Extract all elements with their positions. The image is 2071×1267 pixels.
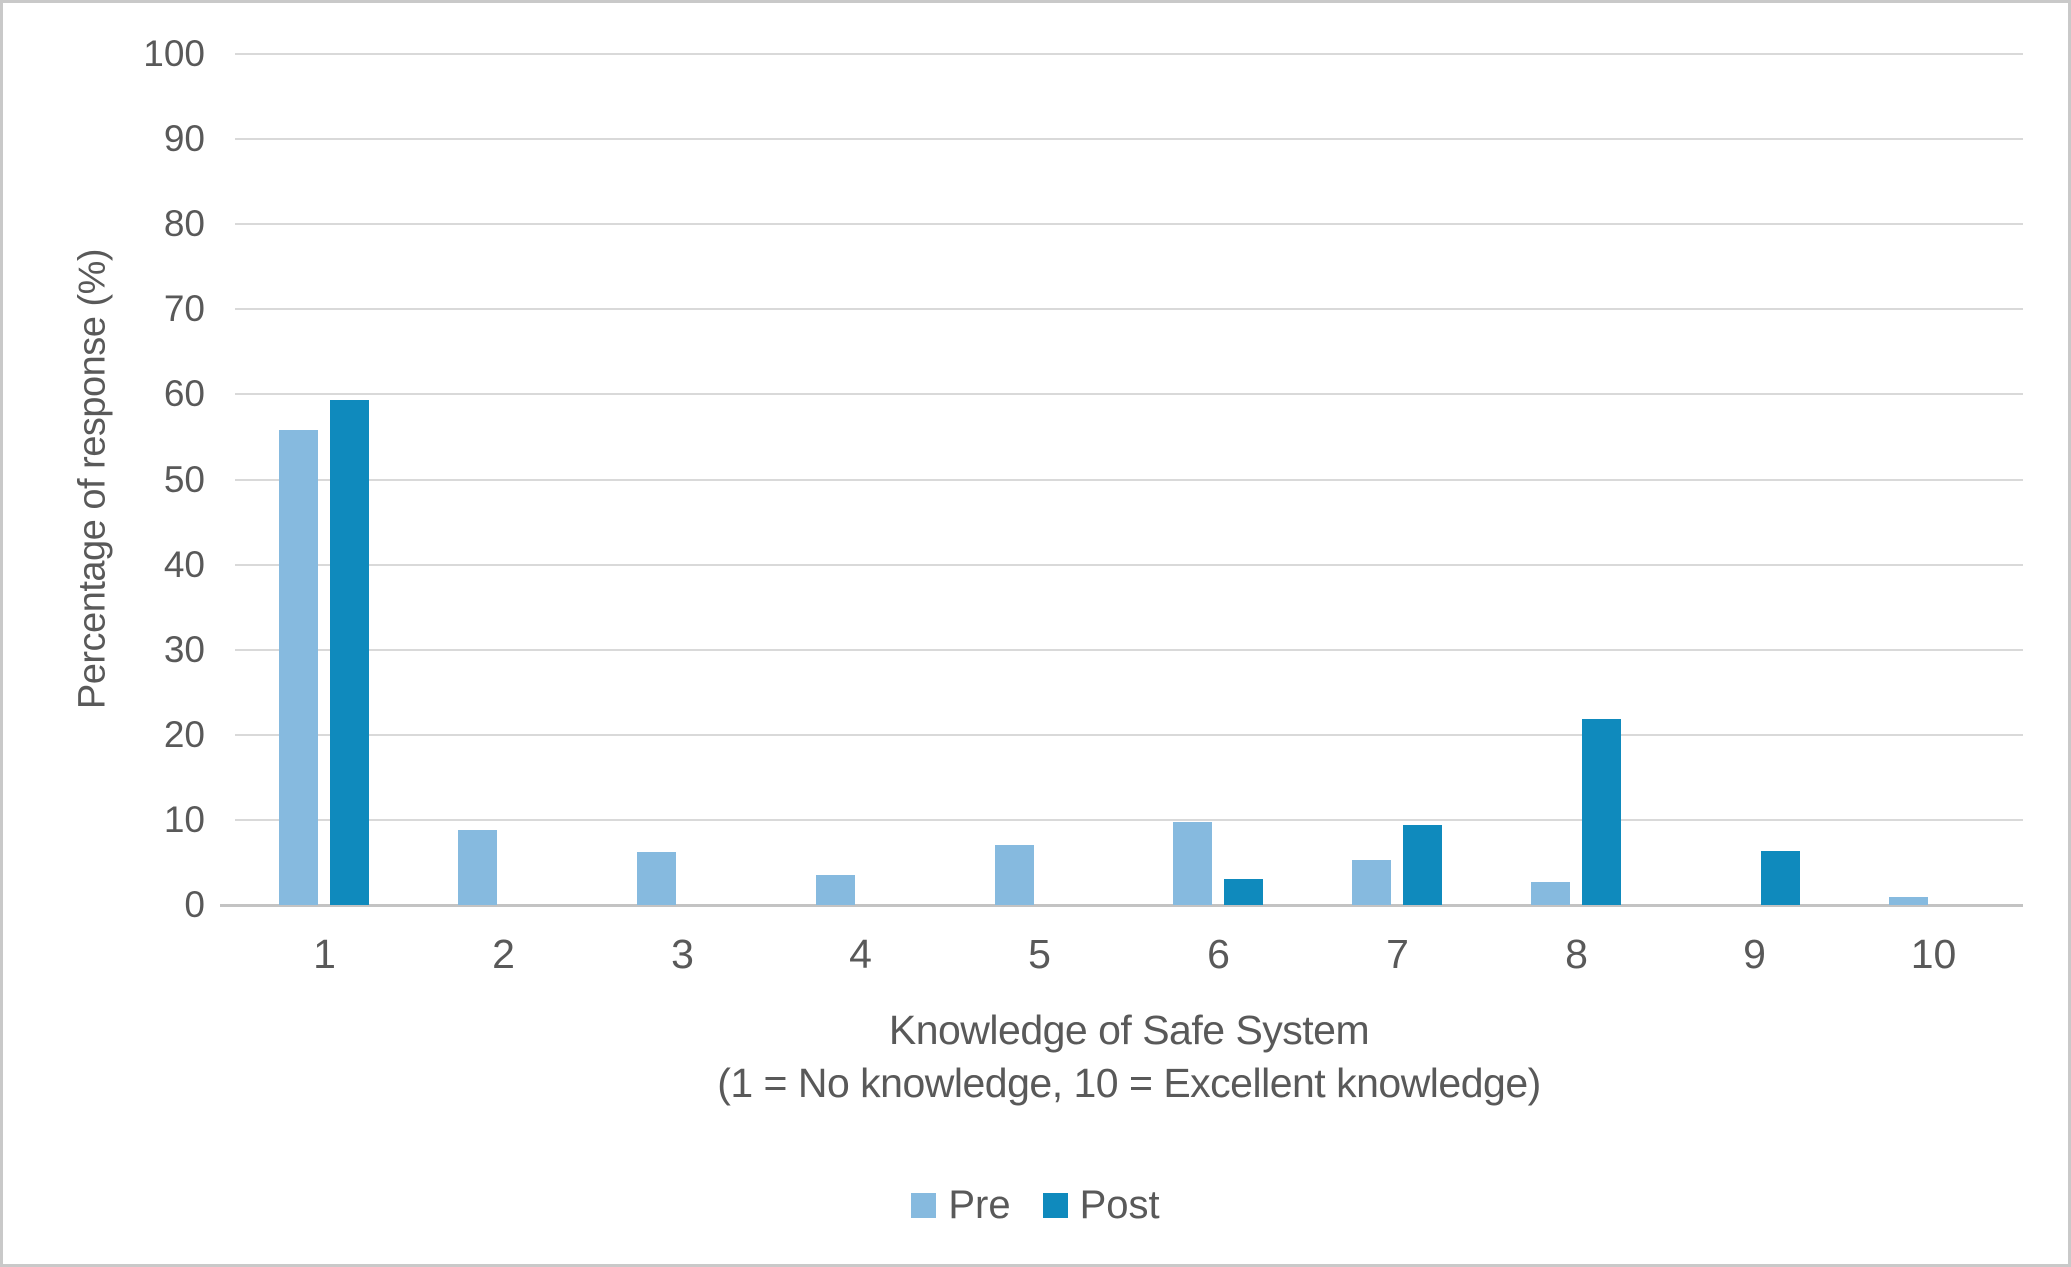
x-tick-label-8: 8 bbox=[1565, 931, 1588, 977]
bar-pre-3 bbox=[637, 852, 676, 905]
gridline-80 bbox=[235, 223, 2023, 226]
bar-post-7 bbox=[1403, 825, 1442, 905]
x-tick-label-2: 2 bbox=[492, 931, 515, 977]
bar-pre-8 bbox=[1531, 882, 1570, 905]
x-axis-title-line2: (1 = No knowledge, 10 = Excellent knowle… bbox=[717, 1060, 1541, 1106]
bar-pre-6 bbox=[1173, 822, 1212, 905]
x-axis-line bbox=[220, 904, 2023, 907]
bar-pre-5 bbox=[995, 845, 1034, 905]
legend-item-post: Post bbox=[1042, 1183, 1160, 1228]
legend-label-pre: Pre bbox=[948, 1183, 1011, 1227]
legend-swatch-post bbox=[1042, 1193, 1068, 1218]
bar-pre-1 bbox=[279, 430, 318, 905]
gridline-60 bbox=[235, 393, 2023, 396]
gridline-70 bbox=[235, 308, 2023, 311]
x-tick-label-5: 5 bbox=[1028, 931, 1051, 977]
gridline-100 bbox=[235, 53, 2023, 55]
y-tick-label-10: 10 bbox=[163, 798, 205, 840]
y-tick-label-0: 0 bbox=[184, 884, 205, 925]
x-tick-label-10: 10 bbox=[1910, 931, 1957, 977]
x-tick-label-4: 4 bbox=[849, 931, 872, 977]
legend: Pre Post bbox=[3, 1183, 2068, 1228]
bar-post-8 bbox=[1582, 719, 1621, 905]
bar-post-6 bbox=[1224, 879, 1263, 905]
y-tick-label-80: 80 bbox=[163, 203, 205, 245]
bar-pre-4 bbox=[816, 875, 855, 905]
bar-post-9 bbox=[1761, 851, 1800, 905]
gridline-40 bbox=[235, 563, 2023, 566]
x-tick-label-6: 6 bbox=[1207, 931, 1230, 977]
gridline-30 bbox=[235, 648, 2023, 651]
legend-item-pre: Pre bbox=[911, 1183, 1011, 1228]
gridline-20 bbox=[235, 733, 2023, 736]
bar-pre-7 bbox=[1352, 860, 1391, 905]
y-tick-label-20: 20 bbox=[163, 713, 205, 755]
y-tick-label-70: 70 bbox=[163, 288, 205, 330]
bar-pre-2 bbox=[458, 830, 497, 905]
y-tick-label-90: 90 bbox=[163, 118, 205, 160]
x-tick-label-3: 3 bbox=[671, 931, 694, 977]
x-tick-label-7: 7 bbox=[1386, 931, 1409, 977]
x-tick-label-1: 1 bbox=[313, 931, 336, 977]
y-tick-label-50: 50 bbox=[163, 458, 205, 500]
x-tick-label-9: 9 bbox=[1743, 931, 1766, 977]
bar-post-1 bbox=[330, 400, 369, 905]
gridline-10 bbox=[235, 818, 2023, 821]
gridline-90 bbox=[235, 138, 2023, 141]
gridline-50 bbox=[235, 478, 2023, 481]
bar-pre-10 bbox=[1889, 897, 1928, 905]
y-tick-label-100: 100 bbox=[143, 33, 205, 74]
y-tick-label-30: 30 bbox=[163, 628, 205, 670]
x-axis-title-line1: Knowledge of Safe System bbox=[888, 1007, 1370, 1053]
x-axis-title: Knowledge of Safe System (1 = No knowled… bbox=[235, 1004, 2023, 1110]
legend-label-post: Post bbox=[1079, 1183, 1160, 1227]
y-tick-label-60: 60 bbox=[163, 373, 205, 415]
y-tick-label-40: 40 bbox=[163, 543, 205, 585]
legend-swatch-pre bbox=[911, 1193, 937, 1218]
